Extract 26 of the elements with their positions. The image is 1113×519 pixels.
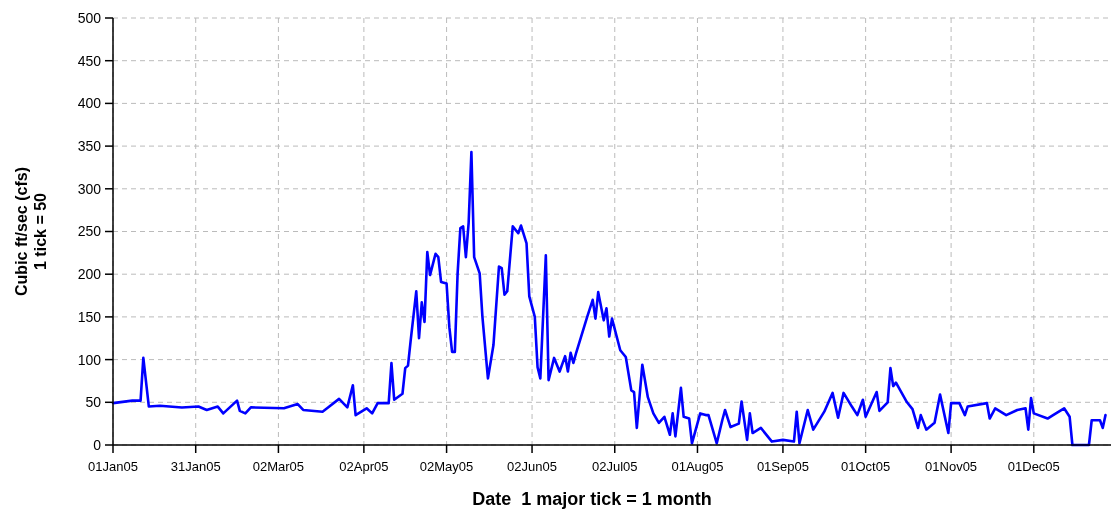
line-series	[111, 150, 1107, 447]
x-axis-title: Date 1 major tick = 1 month	[472, 489, 712, 509]
x-tick-label: 01Sep05	[756, 459, 809, 474]
x-tick-label: 01Aug05	[671, 459, 724, 474]
y-tick-label: 350	[77, 138, 102, 154]
y-tick-label: 250	[77, 223, 102, 240]
y-tick-label: 300	[77, 180, 102, 197]
x-tick-label: 01Nov05	[925, 459, 978, 474]
x-tick-label: 02Mar05	[252, 459, 305, 474]
x-tick-label: 01Dec05	[1007, 459, 1060, 474]
x-tick-label: 02Apr05	[339, 459, 389, 474]
y-axis-title: Cubic ft/sec (cfs) 1 tick = 50	[13, 167, 49, 296]
y-tick-label: 150	[77, 308, 102, 325]
y-tick-label: 50	[85, 394, 102, 411]
y-tick-label: 400	[77, 95, 102, 112]
y-tick-label: 100	[77, 351, 102, 368]
x-tick-label: 02Jul05	[591, 459, 638, 474]
y-tick-label: 0	[93, 436, 102, 453]
x-tick-label: 02May05	[419, 459, 474, 474]
x-tick-label: 01Jan05	[88, 459, 138, 474]
x-tick-label: 01Oct05	[841, 459, 891, 474]
x-tick-label: 02Jun05	[507, 459, 557, 474]
y-tick-label: 500	[77, 9, 102, 26]
y-tick-label: 450	[77, 52, 102, 69]
x-tick-label: 31Jan05	[170, 459, 221, 474]
y-tick-label: 200	[77, 266, 102, 283]
